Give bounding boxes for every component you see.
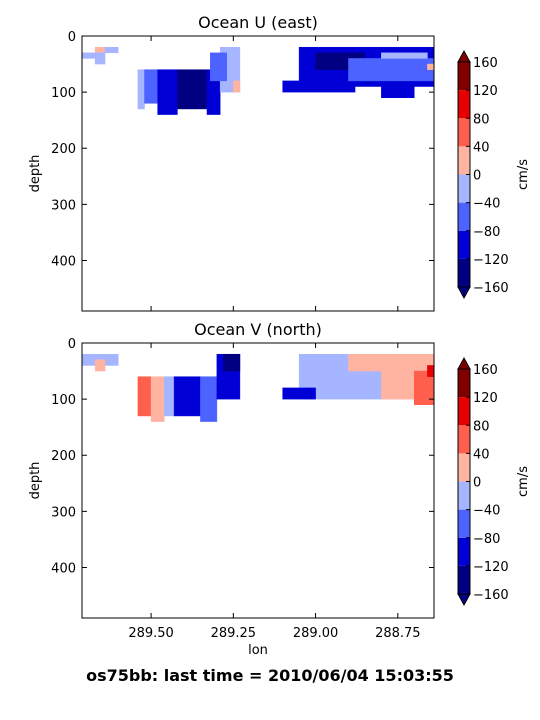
y-tick-label: 400: [51, 561, 76, 576]
colorbar-segment: [458, 453, 470, 482]
plot-area-1: [81, 353, 435, 422]
contour-cell: [381, 86, 415, 98]
chart-title: Ocean V (north): [194, 320, 322, 339]
contour-cell: [282, 387, 316, 400]
contour-cell: [233, 80, 241, 93]
colorbar-segment: [458, 537, 470, 566]
colorbar-tick-label: 40: [473, 447, 490, 462]
y-tick-label: 200: [51, 142, 76, 157]
contour-cell: [223, 353, 241, 372]
colorbar-segment: [458, 397, 470, 426]
colorbar-segment: [458, 369, 470, 398]
y-tick-label: 200: [51, 449, 76, 464]
contour-cell: [81, 52, 106, 59]
y-axis-label: depth: [28, 155, 43, 193]
colorbar-extend-max: [457, 356, 471, 370]
y-tick-label: 100: [51, 86, 76, 101]
colorbar-segment: [458, 146, 470, 175]
contour-cell: [200, 376, 218, 422]
colorbar-segment: [458, 481, 470, 510]
chart-title: Ocean U (east): [198, 13, 318, 32]
colorbar-tick-label: 120: [473, 84, 498, 99]
x-tick-label: 289.00: [293, 626, 339, 641]
x-tick-label: 288.75: [375, 626, 421, 641]
colorbar-extend-max: [457, 49, 471, 63]
colorbar-tick-label: −160: [473, 281, 509, 296]
colorbar-label: cm/s: [516, 159, 531, 190]
plot-frame: [81, 342, 435, 619]
y-tick-label: 0: [68, 30, 76, 45]
y-tick-label: 0: [68, 337, 76, 352]
contour-cell: [427, 365, 435, 377]
contour-cell: [348, 58, 435, 82]
colorbar-tick-label: 80: [473, 112, 490, 127]
colorbar-segment: [458, 118, 470, 147]
colorbar-extend-min: [457, 286, 471, 300]
colorbar-tick-label: −120: [473, 253, 509, 268]
colorbar-segment: [458, 565, 470, 594]
colorbar-tick-label: −40: [473, 197, 500, 212]
colorbar-tick-label: 160: [473, 56, 498, 71]
contour-cell: [381, 52, 428, 59]
colorbar-segment: [458, 62, 470, 91]
colorbar-segment: [458, 425, 470, 454]
colorbar-segment: [458, 90, 470, 119]
contour-cell: [104, 46, 119, 54]
contour-cell: [177, 69, 208, 110]
contour-cell: [427, 63, 435, 70]
colorbar-tick-label: −160: [473, 588, 509, 603]
y-tick-label: 400: [51, 254, 76, 269]
colorbar-tick-label: 0: [473, 169, 481, 184]
contour-cell: [173, 376, 201, 417]
contour-cell: [94, 46, 106, 54]
colorbar-tick-label: 40: [473, 140, 490, 155]
colorbar-segment: [458, 258, 470, 287]
colorbar-segment: [458, 202, 470, 231]
plot-frame: [81, 35, 435, 312]
y-tick-label: 300: [51, 198, 76, 213]
colorbar-tick-label: −80: [473, 225, 500, 240]
contour-cell: [150, 376, 165, 422]
contour-cell: [137, 69, 145, 110]
figure-footer: os75bb: last time = 2010/06/04 15:03:55: [86, 666, 454, 685]
contour-cell: [157, 69, 178, 115]
contour-cell: [144, 69, 158, 104]
contour-cell: [137, 376, 152, 417]
x-tick-label: 289.25: [211, 626, 257, 641]
colorbar-segment: [458, 509, 470, 538]
contour-cell: [348, 353, 435, 372]
x-tick-label: 289.50: [128, 626, 174, 641]
colorbar-tick-label: 120: [473, 391, 498, 406]
contour-cell: [298, 86, 356, 93]
colorbar-tick-label: 0: [473, 476, 481, 491]
colorbar-tick-label: 80: [473, 419, 490, 434]
y-axis-label: depth: [28, 462, 43, 500]
colorbar-segment: [458, 230, 470, 259]
plot-area-0: [81, 46, 435, 115]
contour-cell: [282, 80, 300, 93]
contour-cell: [94, 58, 106, 65]
colorbar-segment: [458, 174, 470, 203]
colorbar-tick-label: −40: [473, 504, 500, 519]
contour-cell: [94, 359, 106, 372]
contour-cell: [163, 376, 175, 417]
colorbar-tick-label: 160: [473, 363, 498, 378]
contour-cell: [210, 52, 227, 82]
colorbar-tick-label: −80: [473, 532, 500, 547]
colorbar-label: cm/s: [516, 466, 531, 497]
colorbar-extend-min: [457, 593, 471, 607]
y-tick-label: 100: [51, 393, 76, 408]
colorbar-tick-label: −120: [473, 560, 509, 575]
y-tick-label: 300: [51, 505, 76, 520]
x-axis-label: lon: [248, 643, 268, 658]
